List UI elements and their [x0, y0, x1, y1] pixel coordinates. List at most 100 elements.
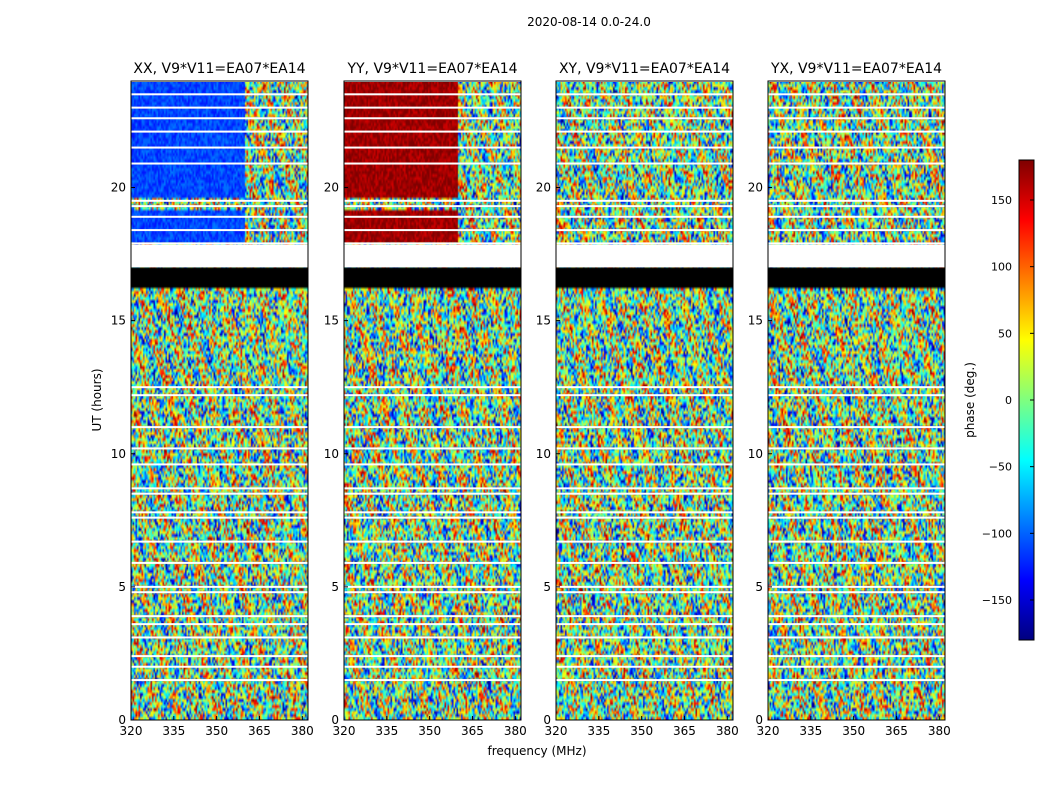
flagged-row: [131, 426, 308, 429]
panel-title: XX, V9*V11=EA07*EA14: [133, 61, 305, 77]
flagged-row: [556, 540, 733, 543]
flagged-row: [344, 242, 521, 245]
flagged-row: [768, 561, 945, 564]
flagged-row: [556, 162, 733, 165]
flagged-row: [768, 487, 945, 490]
colorbar-tick-label: −50: [989, 461, 1012, 474]
flagged-row: [344, 591, 521, 594]
flagged-row: [344, 130, 521, 133]
flagged-row: [344, 93, 521, 96]
flagged-row: [768, 463, 945, 466]
flagged-row: [768, 386, 945, 389]
x-tick-label: 335: [375, 724, 398, 738]
x-tick-label: 365: [673, 724, 696, 738]
y-tick-label: 0: [118, 713, 126, 727]
flagged-row: [344, 540, 521, 543]
flagged-row: [768, 665, 945, 668]
flagged-row: [768, 591, 945, 594]
flagged-row: [131, 93, 308, 96]
flagged-row: [131, 130, 308, 133]
flagged-row: [131, 511, 308, 514]
flagged-row: [768, 199, 945, 202]
flagged-row: [768, 242, 945, 245]
flagged-row: [556, 386, 733, 389]
flagged-row: [768, 679, 945, 682]
flagged-row: [556, 130, 733, 133]
colorbar-ticks: 150 100 50 0 −50 −100 −150: [982, 194, 1034, 607]
flagged-row: [556, 447, 733, 450]
x-tick-label: 365: [461, 724, 484, 738]
flagged-row: [768, 93, 945, 96]
flagged-row: [344, 636, 521, 639]
panel-title: XY, V9*V11=EA07*EA14: [559, 61, 730, 77]
flagged-row: [344, 679, 521, 682]
flagged-row: [344, 426, 521, 429]
flagged-row: [131, 117, 308, 120]
panel-frame: [767, 80, 946, 721]
y-tick-label: 15: [111, 314, 126, 328]
flagged-row: [344, 215, 521, 218]
x-tick-label: 380: [716, 724, 739, 738]
flagged-row: [768, 585, 945, 588]
flagged-row: [131, 205, 308, 208]
flagged-row: [344, 447, 521, 450]
colorbar-label: phase (deg.): [963, 362, 977, 438]
y-tick-label: 20: [111, 181, 126, 195]
panel-2: XY, V9*V11=EA07*EA14 320 335 350 365 380 0 5 10 1…: [536, 61, 739, 738]
panel-1: YY, V9*V11=EA07*EA14 320 335 350 365 380 0 5 10 1…: [324, 61, 587, 758]
flagged-row: [768, 130, 945, 133]
flagged-row: [556, 492, 733, 495]
y-tick-label: 20: [536, 181, 551, 195]
panel-frame: [343, 80, 522, 721]
flagged-row: [131, 463, 308, 466]
flagged-row: [768, 516, 945, 519]
y-tick-label: 10: [324, 447, 339, 461]
colorbar-tick-label: 150: [991, 194, 1012, 207]
flagged-row: [131, 540, 308, 543]
x-tick-label: 365: [885, 724, 908, 738]
y-tick-label: 15: [536, 314, 551, 328]
x-tick-label: 380: [504, 724, 527, 738]
x-tick-label: 320: [333, 724, 356, 738]
flagged-row: [768, 615, 945, 618]
flagged-row: [344, 463, 521, 466]
flagged-row: [768, 394, 945, 397]
flagged-gap: [131, 244, 308, 268]
flagged-row: [344, 162, 521, 165]
panels-group: XX, V9*V11=EA07*EA14 320 335 350 365 380 0 5 10 1…: [90, 61, 951, 758]
x-tick-label: 380: [291, 724, 314, 738]
flagged-row: [131, 655, 308, 658]
flagged-row: [556, 615, 733, 618]
flagged-row: [131, 615, 308, 618]
x-tick-label: 365: [248, 724, 271, 738]
flagged-row: [131, 516, 308, 519]
heatmap-image: [131, 81, 308, 720]
heatmap-image: [556, 81, 733, 720]
colorbar: 150 100 50 0 −50 −100 −150 phase (deg.): [963, 159, 1035, 641]
y-tick-label: 0: [331, 713, 339, 727]
flagged-row: [131, 679, 308, 682]
panel-title: YY, V9*V11=EA07*EA14: [346, 61, 517, 77]
flagged-row: [131, 386, 308, 389]
flagged-row: [131, 623, 308, 626]
colorbar-tick-label: 50: [998, 327, 1012, 340]
flagged-row: [131, 447, 308, 450]
flagged-row: [344, 655, 521, 658]
y-tick-label: 5: [118, 580, 126, 594]
flagged-row: [768, 511, 945, 514]
x-tick-label: 350: [842, 724, 865, 738]
y-tick-label: 10: [536, 447, 551, 461]
x-tick-label: 320: [545, 724, 568, 738]
flagged-row: [556, 146, 733, 149]
flagged-row: [344, 117, 521, 120]
flagged-row: [131, 585, 308, 588]
flagged-row: [344, 487, 521, 490]
y-tick-label: 20: [324, 181, 339, 195]
flagged-row: [131, 199, 308, 202]
flagged-row: [344, 199, 521, 202]
x-tick-label: 320: [757, 724, 780, 738]
x-tick-label: 335: [587, 724, 610, 738]
flagged-row: [344, 623, 521, 626]
flagged-row: [768, 215, 945, 218]
